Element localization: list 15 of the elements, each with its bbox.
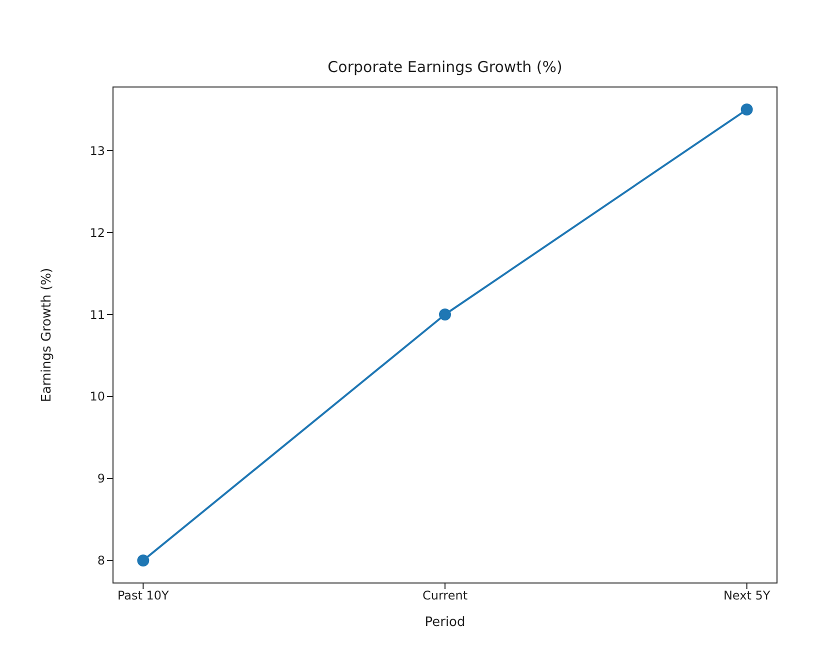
x-tick-label: Past 10Y — [117, 588, 170, 603]
point — [740, 104, 753, 116]
x-tick-label: Next 5Y — [723, 588, 771, 603]
y-axis-title: Earnings Growth (%) — [40, 268, 55, 402]
y-tick-label: 8 — [97, 554, 105, 568]
y-tick-label: 11 — [90, 308, 105, 322]
y-tick-label: 10 — [90, 390, 105, 404]
y-tick-label: 12 — [90, 226, 105, 240]
x-axis-title: Period — [424, 615, 466, 630]
point — [137, 554, 150, 566]
x-tick-label: Current — [422, 588, 468, 603]
y-tick-label: 9 — [97, 472, 105, 486]
point — [439, 308, 451, 321]
y-tick-label: 13 — [90, 144, 105, 158]
chart-title: Corporate Earnings Growth (%) — [326, 58, 564, 76]
